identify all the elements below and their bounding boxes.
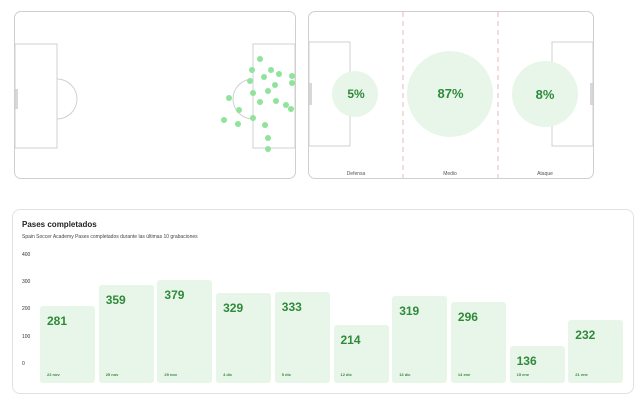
- pass-dot: [268, 67, 274, 73]
- pass-dot: [289, 80, 295, 86]
- bar: 214 12 dic: [333, 324, 389, 383]
- bar-value-label: 359: [105, 293, 126, 308]
- zone-bubble-ataque: [512, 61, 578, 127]
- y-tick-label: 400: [22, 252, 31, 258]
- bar-value-label: 214: [340, 332, 361, 347]
- zone-label-ataque: Ataque: [537, 171, 553, 177]
- bar-value-label: 319: [399, 304, 420, 319]
- pass-dot: [288, 106, 294, 112]
- pass-dot: [265, 88, 271, 94]
- pitch-lines: [15, 43, 295, 152]
- pass-dot: [257, 99, 263, 105]
- bar-date-label: 12 dic: [340, 371, 352, 377]
- pass-dots: [221, 56, 295, 152]
- pass-dot: [265, 135, 271, 141]
- pass-dot: [249, 67, 255, 73]
- pass-dot: [250, 90, 256, 96]
- pass-dot: [250, 115, 256, 121]
- pass-dot: [276, 71, 282, 77]
- bar-date-label: 13 dic: [399, 371, 411, 377]
- bar-value-label: 379: [164, 287, 185, 302]
- pass-dot: [289, 73, 295, 79]
- bar: 319 13 dic: [392, 296, 448, 383]
- bar: 329 4 dic: [216, 293, 272, 383]
- left-goal: [15, 89, 18, 109]
- zone-label-defensa: Defensa: [346, 171, 366, 177]
- bar-value-label: 333: [281, 300, 302, 315]
- bar: 359 25 nov: [98, 285, 154, 383]
- y-tick-label: 300: [22, 279, 31, 285]
- bar: 379 29 nov: [157, 279, 213, 383]
- zone-pitch-lines: [309, 12, 593, 178]
- y-tick-label: 0: [22, 361, 25, 367]
- left-penalty-arc: [56, 78, 78, 120]
- bar: 136 15 ene: [509, 345, 565, 383]
- pass-dot: [283, 102, 289, 108]
- zone-bubble-medio: [407, 51, 493, 137]
- bar: 296 14 ene: [450, 302, 506, 383]
- pass-dot: [247, 78, 253, 84]
- pass-dot: [235, 121, 241, 127]
- zone-value-medio: 87%: [437, 86, 464, 101]
- bar-value-label: 136: [516, 353, 537, 368]
- pass-dot: [257, 56, 263, 62]
- bar-date-label: 5 dic: [281, 371, 291, 377]
- bar-date-label: 4 dic: [223, 371, 233, 377]
- right-penalty-arc: [232, 78, 254, 120]
- chart-title: Pases completados: [22, 220, 97, 229]
- pass-dot: [273, 98, 279, 104]
- bar-value-label: 281: [47, 314, 68, 329]
- bar: 281 22 nov: [40, 306, 95, 383]
- zone-left-goal: [309, 83, 312, 105]
- bar: 333 5 dic: [274, 292, 330, 383]
- y-tick-label: 200: [22, 306, 31, 312]
- bar-date-label: 15 ene: [516, 371, 530, 377]
- zone-bubble-defensa: [332, 71, 378, 117]
- pass-dot: [272, 82, 278, 88]
- pass-dot: [221, 117, 227, 123]
- pass-dot: [226, 95, 232, 101]
- bar-value-label: 296: [457, 310, 478, 325]
- pass-dot: [236, 107, 242, 113]
- bar-date-label: 21 ene: [575, 371, 588, 377]
- bar-value-label: 232: [575, 327, 596, 342]
- zone-value-ataque: 8%: [535, 87, 555, 102]
- pass-dot: [265, 146, 271, 152]
- zone-value-defensa: 5%: [347, 87, 365, 101]
- pass-map-pitch: [14, 11, 296, 179]
- bar-date-label: 29 nov: [164, 371, 178, 377]
- bar: 232 21 ene: [568, 319, 624, 383]
- passes-chart-card: Pases completados Spain Soccer Academy P…: [12, 209, 634, 394]
- pass-dot: [262, 122, 268, 128]
- bar-value-label: 329: [223, 301, 244, 316]
- bar-date-label: 22 nov: [47, 371, 60, 377]
- chart-subtitle: Spain Soccer Academy Pases completados d…: [22, 234, 198, 240]
- zone-label-medio: Medio: [443, 171, 457, 177]
- zone-right-goal: [590, 83, 593, 105]
- bar-date-label: 14 ene: [457, 371, 471, 377]
- zone-distribution-pitch: 5% 87% 8% Defensa Medio Ataque: [308, 11, 594, 179]
- left-penalty-box: [15, 43, 58, 149]
- bar-date-label: 25 nov: [105, 371, 119, 377]
- y-tick-label: 100: [22, 334, 31, 340]
- pass-dot: [261, 74, 267, 80]
